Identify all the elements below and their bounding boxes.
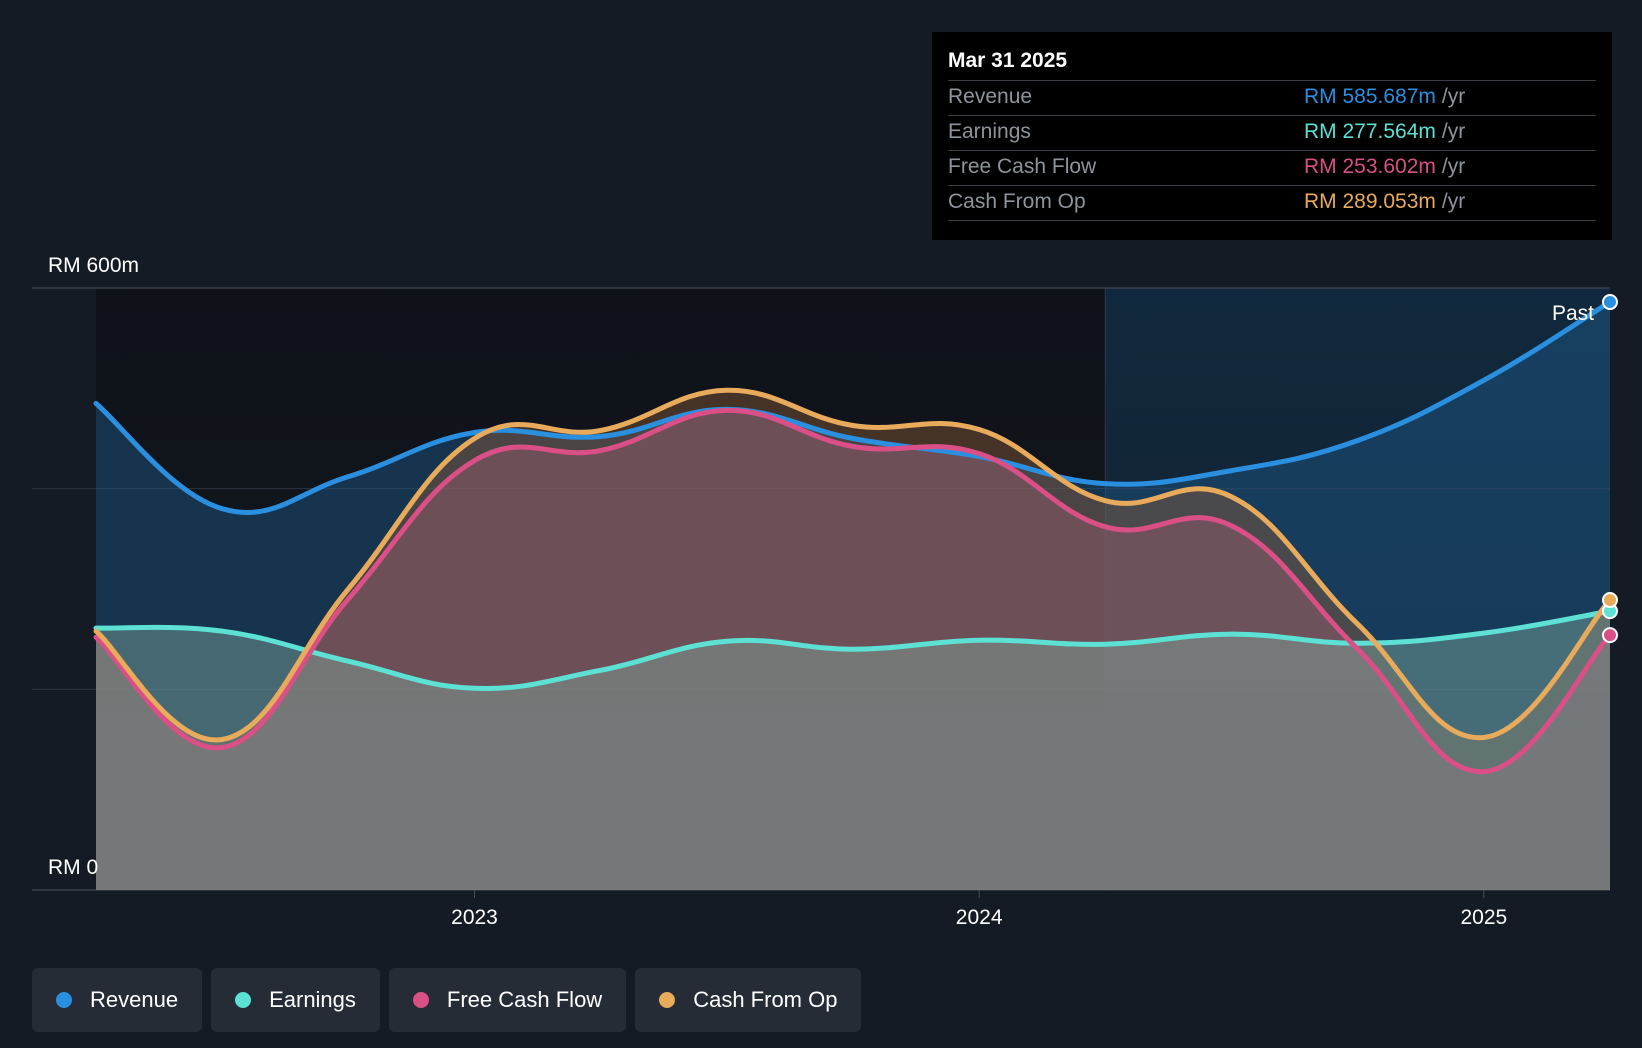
legend-item-earnings[interactable]: Earnings [211, 968, 380, 1032]
tooltip-label: Cash From Op [948, 190, 1086, 213]
tooltip-value: RM 253.602m [1304, 155, 1436, 178]
data-point-cash-from-op [850, 422, 856, 428]
data-point-revenue [1229, 468, 1235, 474]
legend-item-free-cash-flow[interactable]: Free Cash Flow [388, 968, 627, 1032]
data-point-cash-from-op [976, 426, 982, 432]
tooltip-label: Free Cash Flow [948, 155, 1097, 178]
data-point-earnings [724, 638, 730, 644]
line-earnings [93, 608, 1613, 692]
data-point-revenue [850, 436, 856, 442]
legend-dot-icon [56, 992, 72, 1008]
tooltip-unit: /yr [1441, 155, 1466, 178]
data-point-cash-from-op [598, 427, 604, 433]
x-axis-tick-label: 2024 [956, 906, 1003, 929]
data-point-free-cash-flow [724, 407, 730, 413]
end-marker-free-cash-flow [1602, 627, 1618, 644]
area-cash-from-op [96, 390, 1610, 890]
recent-region-shade [1105, 288, 1610, 890]
data-point-earnings [1481, 630, 1487, 636]
data-point-free-cash-flow [1229, 523, 1235, 529]
data-point-cash-from-op [472, 436, 478, 442]
past-region-shade [96, 288, 1106, 890]
tooltip-label: Revenue [948, 85, 1033, 108]
tooltip-value: RM 585.687m [1304, 85, 1436, 108]
data-point-cash-from-op [724, 387, 730, 393]
chart-legend: Revenue Earnings Free Cash Flow Cash Fro… [32, 968, 862, 1032]
line-cash-from-op [93, 387, 1613, 743]
legend-dot-icon [412, 992, 429, 1008]
legend-label: Earnings [269, 987, 356, 1012]
x-axis-tick-label: 2023 [451, 906, 498, 929]
legend-label: Free Cash Flow [446, 987, 603, 1012]
legend-item-cash-from-op[interactable]: Cash From Op [635, 968, 862, 1032]
data-point-cash-from-op [93, 628, 99, 634]
data-point-free-cash-flow [1102, 524, 1108, 530]
tooltip-row-revenue: Revenue RM 585.687m /yr [948, 81, 1596, 116]
tooltip-value: RM 277.564m [1304, 120, 1436, 143]
area-revenue [96, 302, 1610, 890]
hover-tooltip: Mar 31 2025 Revenue RM 585.687m /yr Earn… [932, 32, 1612, 240]
data-point-cash-from-op [1102, 498, 1108, 504]
data-point-revenue [1355, 438, 1361, 444]
end-marker-cash-from-op [1602, 592, 1618, 609]
data-point-free-cash-flow [850, 444, 856, 450]
legend-label: Revenue [90, 987, 179, 1012]
data-point-free-cash-flow [598, 448, 604, 454]
data-point-revenue [598, 433, 604, 439]
data-point-cash-from-op [1481, 734, 1487, 740]
data-point-free-cash-flow [472, 458, 478, 464]
end-marker-revenue [1602, 294, 1618, 311]
data-point-cash-from-op [219, 737, 225, 743]
line-revenue [93, 299, 1613, 515]
data-point-cash-from-op [1229, 494, 1235, 500]
data-point-free-cash-flow [976, 451, 982, 457]
data-point-earnings [219, 628, 225, 634]
area-earnings [96, 611, 1610, 890]
line-free-cash-flow [93, 407, 1613, 775]
data-point-cash-from-op [1355, 621, 1361, 627]
data-point-revenue [1102, 481, 1108, 487]
data-point-earnings [1229, 631, 1235, 637]
data-point-cash-from-op [345, 586, 351, 592]
legend-dot-icon [235, 992, 252, 1008]
data-point-revenue [93, 400, 99, 406]
tooltip-date: Mar 31 2025 [948, 46, 1596, 81]
x-axis-tick-label: 2025 [1460, 906, 1507, 929]
data-point-earnings [345, 658, 351, 664]
y-axis-label-top: RM 600m [48, 254, 139, 277]
tooltip-unit: /yr [1441, 120, 1466, 143]
financial-area-chart: RM 600m RM 0 2023 2024 2025 Past [32, 254, 1618, 929]
data-point-free-cash-flow [1481, 769, 1487, 775]
data-point-revenue [1481, 377, 1487, 383]
legend-label: Cash From Op [693, 987, 838, 1012]
tooltip-row-cash-from-op: Cash From Op RM 289.053m /yr [948, 186, 1596, 221]
tooltip-unit: /yr [1441, 190, 1466, 213]
data-point-free-cash-flow [1355, 646, 1361, 652]
y-axis-label-bottom: RM 0 [48, 856, 98, 879]
tooltip-unit: /yr [1441, 85, 1466, 108]
tooltip-row-free-cash-flow: Free Cash Flow RM 253.602m /yr [948, 151, 1596, 186]
tooltip-value: RM 289.053m [1304, 190, 1436, 213]
data-point-revenue [345, 474, 351, 480]
data-point-revenue [219, 506, 225, 512]
data-point-earnings [1102, 641, 1108, 647]
data-point-earnings [850, 646, 856, 652]
data-point-free-cash-flow [219, 745, 225, 751]
tooltip-label: Earnings [948, 120, 1031, 143]
data-point-free-cash-flow [345, 596, 351, 602]
legend-dot-icon [659, 992, 676, 1008]
data-point-earnings [976, 637, 982, 643]
past-label: Past [1552, 302, 1594, 325]
tooltip-row-earnings: Earnings RM 277.564m /yr [948, 116, 1596, 151]
data-point-earnings [472, 685, 478, 691]
data-point-earnings [598, 667, 604, 673]
legend-item-revenue[interactable]: Revenue [32, 968, 203, 1032]
